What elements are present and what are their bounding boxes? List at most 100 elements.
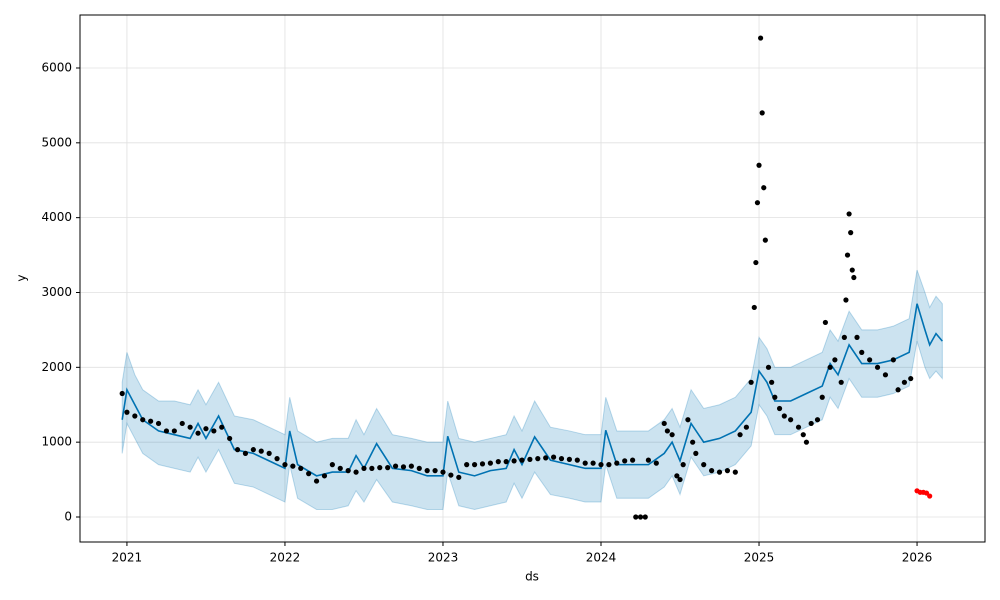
observation-point xyxy=(808,420,814,427)
observation-point xyxy=(769,379,775,385)
observation-point xyxy=(369,465,375,471)
observation-point xyxy=(819,394,825,400)
observation-point xyxy=(756,162,762,168)
observation-point xyxy=(408,463,414,469)
observation-point xyxy=(795,424,802,430)
observation-point xyxy=(803,439,810,445)
observation-point xyxy=(535,456,541,462)
observation-point xyxy=(761,185,767,191)
observation-point xyxy=(848,230,854,236)
observation-point xyxy=(737,432,743,438)
observation-point xyxy=(851,274,857,281)
y-tick-label: 4000 xyxy=(41,210,72,224)
observation-point xyxy=(751,304,757,311)
observation-point xyxy=(519,457,525,463)
observation-point xyxy=(290,463,296,469)
observation-point xyxy=(187,424,193,430)
observation-point xyxy=(124,409,130,415)
observation-point xyxy=(140,417,146,423)
observation-point xyxy=(753,259,759,266)
observation-point xyxy=(503,459,509,465)
observation-point xyxy=(637,514,644,520)
uncertainty-band xyxy=(121,269,943,511)
observation-point xyxy=(748,379,754,385)
observation-point xyxy=(582,460,588,466)
observation-point xyxy=(219,424,225,430)
observation-point xyxy=(329,462,335,468)
observation-point xyxy=(890,357,896,363)
observation-point xyxy=(306,470,312,477)
observation-point xyxy=(846,211,852,217)
observation-point xyxy=(854,334,860,340)
observation-point xyxy=(716,469,723,475)
observation-point xyxy=(849,267,855,273)
observation-point xyxy=(274,456,280,462)
observation-point xyxy=(832,357,838,363)
observation-point xyxy=(908,375,914,382)
observation-point xyxy=(664,428,670,434)
observation-point xyxy=(250,447,256,453)
observation-point xyxy=(606,462,612,468)
observation-point xyxy=(598,462,604,468)
y-tick-label: 5000 xyxy=(41,135,72,149)
x-tick-label: 2022 xyxy=(270,551,301,565)
plot-frame xyxy=(79,14,986,543)
observation-point xyxy=(353,469,359,475)
x-axis-label: ds xyxy=(525,570,539,584)
observation-point xyxy=(550,454,557,460)
observation-point xyxy=(495,459,501,465)
observation-point xyxy=(345,468,351,474)
observation-point xyxy=(724,468,731,474)
observation-point xyxy=(841,334,847,340)
x-tick-label: 2021 xyxy=(112,551,143,565)
observation-point xyxy=(844,252,851,258)
observation-point xyxy=(838,379,844,385)
x-tick-label: 2023 xyxy=(428,551,459,565)
observation-point xyxy=(464,462,470,468)
y-tick-label: 0 xyxy=(64,510,72,524)
observation-point xyxy=(743,424,749,430)
observation-point xyxy=(859,349,865,355)
observation-point xyxy=(709,468,715,474)
observation-point xyxy=(732,469,738,475)
observation-point xyxy=(203,426,209,432)
observation-point xyxy=(227,435,233,442)
observation-point xyxy=(282,462,288,468)
observation-point xyxy=(543,455,549,461)
observation-point xyxy=(479,461,486,467)
observation-point xyxy=(487,460,493,466)
observation-point xyxy=(776,405,783,412)
observation-point xyxy=(927,493,933,499)
y-axis-label: y xyxy=(15,274,29,281)
observation-point xyxy=(195,430,201,436)
observation-point xyxy=(377,465,383,471)
observation-point xyxy=(661,420,667,427)
observation-point xyxy=(400,464,407,470)
observation-point xyxy=(765,364,772,370)
observation-point xyxy=(574,457,580,463)
observation-point xyxy=(633,514,639,520)
observation-point xyxy=(432,468,438,474)
y-tick-label: 6000 xyxy=(41,60,72,74)
observation-point xyxy=(448,472,454,478)
observation-point xyxy=(822,319,828,326)
observation-point xyxy=(843,297,849,303)
observation-point xyxy=(800,432,806,438)
observation-point xyxy=(827,364,833,370)
observation-point xyxy=(677,476,683,483)
y-tick-label: 1000 xyxy=(41,435,72,449)
y-tick-label: 2000 xyxy=(41,360,72,374)
observation-point xyxy=(155,420,162,427)
observation-point xyxy=(788,417,794,423)
observation-point xyxy=(781,413,787,419)
observation-point xyxy=(690,439,696,445)
y-tick-label: 3000 xyxy=(41,285,72,299)
observation-point xyxy=(901,379,908,385)
observation-point xyxy=(266,450,272,456)
observation-point xyxy=(685,417,691,423)
observation-point xyxy=(754,200,761,206)
observation-point xyxy=(148,418,154,424)
observation-point xyxy=(558,456,565,462)
